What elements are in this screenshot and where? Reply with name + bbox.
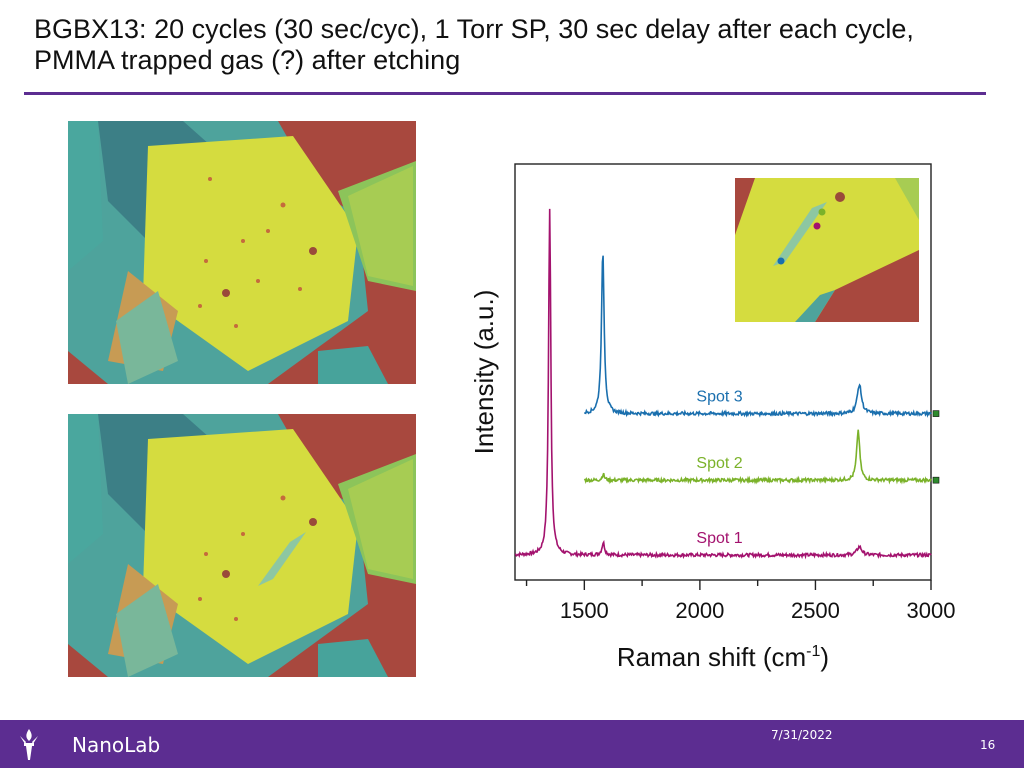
x-tick-label: 3000 (907, 598, 956, 623)
series-line-spot-1 (514, 208, 932, 560)
series-line-spot-2 (583, 429, 932, 485)
footer-lab-name: NanoLab (72, 733, 161, 757)
spot-1-marker (813, 222, 821, 230)
footer-page-number: 16 (980, 738, 996, 752)
footer-date: 7/31/2022 (771, 728, 833, 742)
series-label-spot-1: Spot 1 (696, 530, 742, 547)
x-tick-label: 2000 (675, 598, 724, 623)
optical-micrograph-top (68, 121, 416, 384)
y-axis-label: Intensity (a.u.) (469, 290, 499, 455)
series-line-spot-3 (583, 255, 932, 418)
series-label-spot-3: Spot 3 (696, 389, 742, 406)
x-tick-label: 1500 (560, 598, 609, 623)
title-divider (24, 92, 986, 95)
footer-bar: NanoLab 7/31/2022 16 (0, 720, 1024, 768)
optical-micrograph-bottom (68, 414, 416, 677)
spot-2-marker (818, 208, 826, 216)
raman-spectrum-chart: Spot 1 Spot 2 Spot 3 1500 2000 2500 3000 Inte… (469, 163, 956, 672)
plot-frame (514, 163, 932, 581)
x-axis-label: Raman shift (cm-1) (617, 642, 829, 672)
inset-micrograph (735, 178, 919, 322)
torch-logo-icon (20, 729, 38, 760)
slide-title: BGBX13: 20 cycles (30 sec/cyc), 1 Torr S… (34, 14, 914, 75)
series-end-marker (932, 476, 940, 484)
x-tick-label: 2500 (791, 598, 840, 623)
series-label-spot-2: Spot 2 (696, 455, 742, 472)
spot-3-marker (777, 257, 785, 265)
series-end-marker (932, 410, 940, 417)
